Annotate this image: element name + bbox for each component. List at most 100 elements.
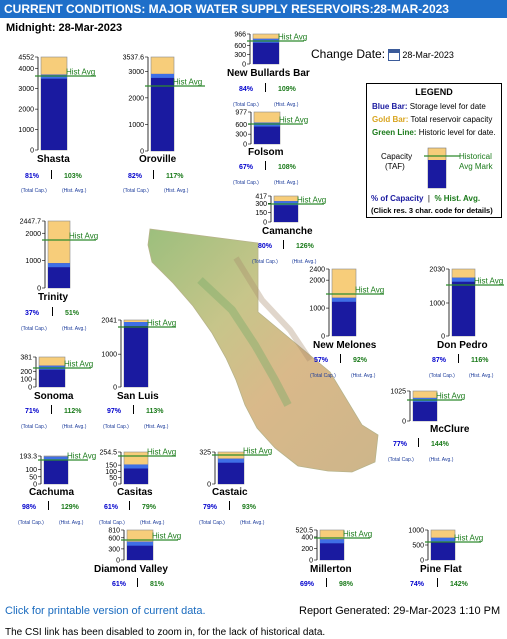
reservoir-name[interactable]: New Bullards Bar xyxy=(227,68,310,79)
printable-version-link[interactable]: Click for printable version of current d… xyxy=(5,605,206,617)
legend-box: LEGEND Blue Bar: Storage level for date … xyxy=(366,83,502,218)
reservoir-name[interactable]: Casitas xyxy=(117,487,153,498)
y-tick-label: 381 xyxy=(20,355,32,362)
y-tick-label: 0 xyxy=(242,62,246,69)
separator xyxy=(265,83,266,92)
reservoir-name[interactable]: Castaic xyxy=(212,487,248,498)
y-tick-label: 4000 xyxy=(18,66,34,73)
y-tick-label: 300 xyxy=(235,132,247,139)
legend-taf-label: (TAF) xyxy=(385,162,405,171)
pct-capacity: 80% xyxy=(258,243,273,250)
pct-hist-avg: 117% xyxy=(166,173,184,180)
legend-gold-bar-desc: Total reservoir capacity xyxy=(410,115,493,124)
reservoir-name[interactable]: San Luis xyxy=(117,391,159,402)
total-cap-label: (Total Cap.) xyxy=(123,188,149,194)
reservoir-name[interactable]: Trinity xyxy=(38,292,69,303)
pct-hist-avg: 116% xyxy=(471,357,489,364)
y-tick-label: 810 xyxy=(108,528,120,535)
total-cap-label: (Total Cap.) xyxy=(21,326,47,332)
y-tick-label: 2000 xyxy=(25,231,41,238)
separator xyxy=(51,170,52,179)
pct-capacity: 77% xyxy=(393,441,408,448)
storage-bar-top xyxy=(151,73,174,78)
pct-hist-avg: 113% xyxy=(146,408,164,415)
storage-bar-top xyxy=(124,464,148,469)
reservoir-name[interactable]: Oroville xyxy=(139,154,177,165)
hist-avg-caption: (Hist. Avg.) xyxy=(164,188,189,194)
y-tick-label: 1000 xyxy=(101,352,117,359)
y-tick-label: 0 xyxy=(37,286,41,293)
reservoir-name[interactable]: McClure xyxy=(430,424,470,435)
pct-hist-avg: 108% xyxy=(278,164,296,171)
reservoir-name[interactable]: Camanche xyxy=(262,226,313,237)
pct-hist-avg: 109% xyxy=(278,86,296,93)
storage-bar xyxy=(274,201,298,222)
y-tick-label: 500 xyxy=(412,543,424,550)
change-date-label: Change Date: xyxy=(311,47,386,61)
total-cap-label: (Total Cap.) xyxy=(388,457,414,463)
storage-bar xyxy=(254,122,280,144)
y-tick-label: 1000 xyxy=(18,127,34,134)
hist-avg-label: Hist Avg xyxy=(152,532,181,541)
hist-avg-label: Hist Avg xyxy=(278,33,307,42)
reservoir-name[interactable]: Shasta xyxy=(37,154,70,165)
reservoir-name[interactable]: Diamond Valley xyxy=(94,564,168,575)
y-tick-label: 0 xyxy=(402,419,406,426)
y-tick-label: 600 xyxy=(235,122,247,129)
reservoir-name[interactable]: Pine Flat xyxy=(420,564,462,575)
separator xyxy=(129,501,130,510)
change-date-control[interactable]: Change Date: 28-Mar-2023 xyxy=(311,47,454,61)
storage-bar-top xyxy=(274,201,298,206)
total-cap-label: (Total Cap.) xyxy=(310,373,336,379)
legend-green-line-label: Green Line: xyxy=(372,128,417,137)
storage-bar xyxy=(452,277,475,336)
hist-avg-caption: (Hist. Avg.) xyxy=(62,326,87,332)
storage-bar-top xyxy=(41,74,67,79)
y-tick-label: 300 xyxy=(234,52,246,59)
hist-avg-caption: (Hist. Avg.) xyxy=(469,373,494,379)
total-cap-label: (Total Cap.) xyxy=(21,188,47,194)
separator xyxy=(418,438,419,447)
pct-hist-avg: 112% xyxy=(64,408,82,415)
hist-avg-label: Hist Avg xyxy=(297,196,326,205)
reservoir-name[interactable]: Don Pedro xyxy=(437,340,488,351)
storage-bar xyxy=(413,397,437,421)
y-tick-label: 150 xyxy=(105,463,117,470)
reservoir-name[interactable]: Sonoma xyxy=(34,391,74,402)
reservoir-name[interactable]: New Melones xyxy=(313,340,377,351)
reservoir-name[interactable]: Millerton xyxy=(310,564,352,575)
reservoir-name[interactable]: Cachuma xyxy=(29,487,75,498)
pct-capacity: 98% xyxy=(22,504,37,511)
storage-bar-top xyxy=(332,297,356,302)
pct-capacity: 87% xyxy=(432,357,447,364)
reservoir-chart: 4552 4000 3000 2000 1000 0 Hist Avg xyxy=(18,55,96,155)
hist-avg-caption: (Hist. Avg.) xyxy=(292,259,317,265)
legend-click-note: (Click res. 3 char. code for details) xyxy=(371,206,493,215)
pct-hist-avg: 79% xyxy=(142,504,157,511)
reservoir-name[interactable]: Folsom xyxy=(248,147,284,158)
storage-bar xyxy=(218,458,244,484)
hist-avg-label: Hist Avg xyxy=(243,447,272,456)
pct-hist-avg: 126% xyxy=(296,243,314,250)
total-cap-label: (Total Cap.) xyxy=(429,373,455,379)
y-tick-label: 1000 xyxy=(429,300,445,307)
storage-bar-top xyxy=(452,277,475,282)
y-tick-label: 4552 xyxy=(18,55,34,62)
hist-avg-caption: (Hist. Avg.) xyxy=(240,520,265,526)
y-tick-label: 150 xyxy=(255,210,267,217)
y-tick-label: 1000 xyxy=(309,306,325,313)
separator xyxy=(326,578,327,587)
y-tick-label: 2447.7 xyxy=(20,219,42,226)
separator xyxy=(153,170,154,179)
storage-bar-top xyxy=(431,537,455,542)
y-tick-label: 0 xyxy=(113,385,117,392)
calendar-icon[interactable] xyxy=(388,48,401,61)
pct-hist-avg: 92% xyxy=(353,357,368,364)
y-tick-label: 0 xyxy=(207,482,211,489)
y-tick-label: 100 xyxy=(25,467,37,474)
hist-avg-caption: (Hist. Avg.) xyxy=(59,520,84,526)
hist-avg-label: Hist Avg xyxy=(355,286,384,295)
hist-avg-caption: (Hist. Avg.) xyxy=(274,102,299,108)
